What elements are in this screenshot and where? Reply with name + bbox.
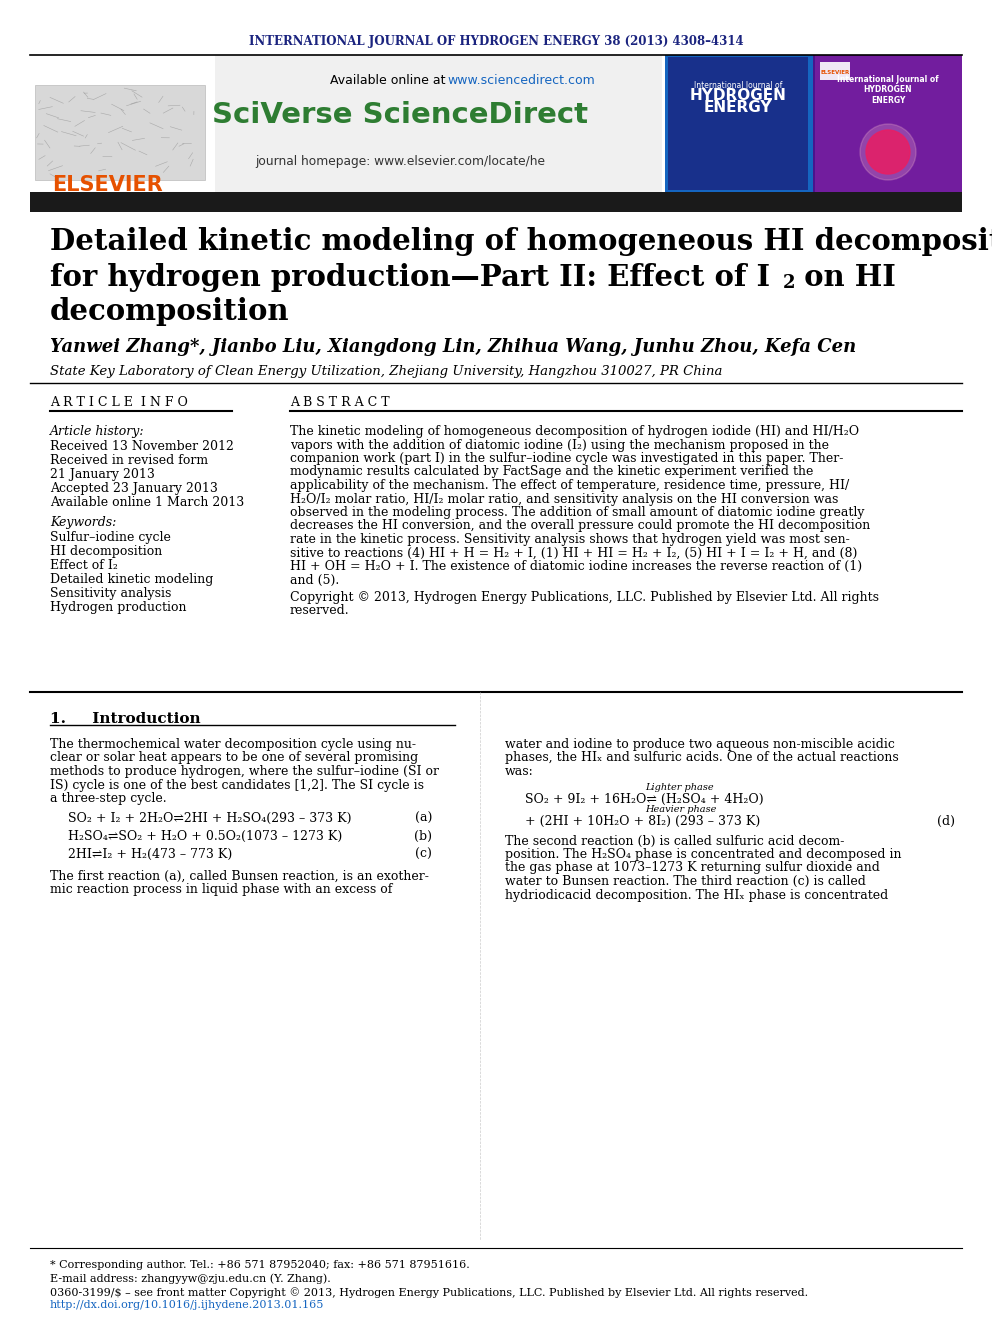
Text: (b): (b): [414, 830, 432, 843]
Text: hydriodicacid decomposition. The HIₓ phase is concentrated: hydriodicacid decomposition. The HIₓ pha…: [505, 889, 888, 901]
Text: 2HI⇌I₂ + H₂(473 – 773 K): 2HI⇌I₂ + H₂(473 – 773 K): [68, 848, 232, 860]
Text: Detailed kinetic modeling: Detailed kinetic modeling: [50, 573, 213, 586]
Text: Sulfur–iodine cycle: Sulfur–iodine cycle: [50, 531, 171, 544]
Text: Received 13 November 2012: Received 13 November 2012: [50, 441, 234, 452]
Text: decreases the HI conversion, and the overall pressure could promote the HI decom: decreases the HI conversion, and the ove…: [290, 520, 870, 532]
Text: The thermochemical water decomposition cycle using nu-: The thermochemical water decomposition c…: [50, 738, 416, 751]
Text: IS) cycle is one of the best candidates [1,2]. The SI cycle is: IS) cycle is one of the best candidates …: [50, 778, 424, 791]
Text: Keywords:: Keywords:: [50, 516, 116, 529]
Text: modynamic results calculated by FactSage and the kinetic experiment verified the: modynamic results calculated by FactSage…: [290, 466, 813, 479]
Text: 1.     Introduction: 1. Introduction: [50, 712, 200, 726]
Text: Accepted 23 January 2013: Accepted 23 January 2013: [50, 482, 218, 495]
Text: H₂O/I₂ molar ratio, HI/I₂ molar ratio, and sensitivity analysis on the HI conver: H₂O/I₂ molar ratio, HI/I₂ molar ratio, a…: [290, 492, 838, 505]
Text: Available online at: Available online at: [330, 74, 449, 86]
Text: ELSEVIER: ELSEVIER: [820, 70, 849, 74]
Text: The first reaction (a), called Bunsen reaction, is an exother-: The first reaction (a), called Bunsen re…: [50, 869, 429, 882]
Text: Copyright © 2013, Hydrogen Energy Publications, LLC. Published by Elsevier Ltd. : Copyright © 2013, Hydrogen Energy Public…: [290, 591, 879, 605]
FancyBboxPatch shape: [30, 56, 662, 192]
Text: a three-step cycle.: a three-step cycle.: [50, 792, 167, 804]
Text: Article history:: Article history:: [50, 425, 145, 438]
Text: ELSEVIER: ELSEVIER: [52, 175, 163, 194]
Text: sitive to reactions (4) HI + H = H₂ + I, (1) HI + HI = H₂ + I₂, (5) HI + I = I₂ : sitive to reactions (4) HI + H = H₂ + I,…: [290, 546, 857, 560]
Text: Effect of I₂: Effect of I₂: [50, 560, 118, 572]
Text: 21 January 2013: 21 January 2013: [50, 468, 155, 482]
FancyBboxPatch shape: [665, 56, 962, 192]
Text: 2: 2: [783, 274, 796, 292]
Text: observed in the modeling process. The addition of small amount of diatomic iodin: observed in the modeling process. The ad…: [290, 505, 864, 519]
Text: water and iodine to produce two aqueous non-miscible acidic: water and iodine to produce two aqueous …: [505, 738, 895, 751]
Text: SciVerse ScienceDirect: SciVerse ScienceDirect: [212, 101, 588, 130]
Text: http://dx.doi.org/10.1016/j.ijhydene.2013.01.165: http://dx.doi.org/10.1016/j.ijhydene.201…: [50, 1301, 324, 1310]
Text: State Key Laboratory of Clean Energy Utilization, Zhejiang University, Hangzhou : State Key Laboratory of Clean Energy Uti…: [50, 365, 722, 377]
Text: Hydrogen production: Hydrogen production: [50, 601, 186, 614]
Text: vapors with the addition of diatomic iodine (I₂) using the mechanism proposed in: vapors with the addition of diatomic iod…: [290, 438, 829, 451]
Text: position. The H₂SO₄ phase is concentrated and decomposed in: position. The H₂SO₄ phase is concentrate…: [505, 848, 902, 861]
FancyBboxPatch shape: [665, 56, 813, 192]
Text: was:: was:: [505, 765, 534, 778]
Circle shape: [866, 130, 910, 175]
Text: E-mail address: zhangyyw@zju.edu.cn (Y. Zhang).: E-mail address: zhangyyw@zju.edu.cn (Y. …: [50, 1273, 330, 1283]
Text: decomposition: decomposition: [50, 298, 290, 327]
FancyBboxPatch shape: [815, 56, 962, 192]
Text: rate in the kinetic process. Sensitivity analysis shows that hydrogen yield was : rate in the kinetic process. Sensitivity…: [290, 533, 850, 546]
Text: 0360-3199/$ – see front matter Copyright © 2013, Hydrogen Energy Publications, L: 0360-3199/$ – see front matter Copyright…: [50, 1287, 808, 1298]
FancyBboxPatch shape: [668, 57, 808, 191]
FancyBboxPatch shape: [815, 56, 962, 192]
Text: Lighter phase: Lighter phase: [645, 782, 713, 791]
Text: and (5).: and (5).: [290, 573, 339, 586]
Text: Yanwei Zhang*, Jianbo Liu, Xiangdong Lin, Zhihua Wang, Junhu Zhou, Kefa Cen: Yanwei Zhang*, Jianbo Liu, Xiangdong Lin…: [50, 337, 856, 356]
Text: clear or solar heat appears to be one of several promising: clear or solar heat appears to be one of…: [50, 751, 419, 765]
Text: HYDROGEN: HYDROGEN: [689, 89, 787, 103]
Text: phases, the HIₓ and sulfuric acids. One of the actual reactions: phases, the HIₓ and sulfuric acids. One …: [505, 751, 899, 765]
Text: on HI: on HI: [794, 263, 896, 292]
Text: International Journal of
HYDROGEN
ENERGY: International Journal of HYDROGEN ENERGY: [837, 75, 938, 105]
Text: reserved.: reserved.: [290, 605, 349, 618]
Text: Sensitivity analysis: Sensitivity analysis: [50, 587, 172, 601]
Text: the gas phase at 1073–1273 K returning sulfur dioxide and: the gas phase at 1073–1273 K returning s…: [505, 861, 880, 875]
Text: methods to produce hydrogen, where the sulfur–iodine (SI or: methods to produce hydrogen, where the s…: [50, 765, 439, 778]
Text: applicability of the mechanism. The effect of temperature, residence time, press: applicability of the mechanism. The effe…: [290, 479, 849, 492]
Text: A R T I C L E  I N F O: A R T I C L E I N F O: [50, 397, 187, 410]
Text: Received in revised form: Received in revised form: [50, 454, 208, 467]
Text: SO₂ + 9I₂ + 16H₂O⇌ (H₂SO₄ + 4H₂O): SO₂ + 9I₂ + 16H₂O⇌ (H₂SO₄ + 4H₂O): [525, 792, 764, 806]
Text: H₂SO₄⇌SO₂ + H₂O + 0.5O₂(1073 – 1273 K): H₂SO₄⇌SO₂ + H₂O + 0.5O₂(1073 – 1273 K): [68, 830, 342, 843]
Text: ENERGY: ENERGY: [703, 101, 772, 115]
Text: (d): (d): [937, 815, 955, 827]
Text: Heavier phase: Heavier phase: [645, 804, 716, 814]
Text: journal homepage: www.elsevier.com/locate/he: journal homepage: www.elsevier.com/locat…: [255, 156, 545, 168]
Text: INTERNATIONAL JOURNAL OF HYDROGEN ENERGY 38 (2013) 4308–4314: INTERNATIONAL JOURNAL OF HYDROGEN ENERGY…: [249, 36, 743, 49]
Text: companion work (part I) in the sulfur–iodine cycle was investigated in this pape: companion work (part I) in the sulfur–io…: [290, 452, 843, 464]
FancyBboxPatch shape: [35, 85, 205, 180]
Text: for hydrogen production—Part II: Effect of I: for hydrogen production—Part II: Effect …: [50, 263, 770, 292]
Text: Available online 1 March 2013: Available online 1 March 2013: [50, 496, 244, 509]
Text: * Corresponding author. Tel.: +86 571 87952040; fax: +86 571 87951616.: * Corresponding author. Tel.: +86 571 87…: [50, 1259, 470, 1270]
Text: The second reaction (b) is called sulfuric acid decom-: The second reaction (b) is called sulfur…: [505, 835, 844, 848]
FancyBboxPatch shape: [30, 192, 962, 212]
Text: www.sciencedirect.com: www.sciencedirect.com: [447, 74, 595, 86]
Text: mic reaction process in liquid phase with an excess of: mic reaction process in liquid phase wit…: [50, 882, 393, 896]
Text: Detailed kinetic modeling of homogeneous HI decomposition: Detailed kinetic modeling of homogeneous…: [50, 228, 992, 257]
Text: SO₂ + I₂ + 2H₂O⇌2HI + H₂SO₄(293 – 373 K): SO₂ + I₂ + 2H₂O⇌2HI + H₂SO₄(293 – 373 K): [68, 811, 351, 824]
Text: The kinetic modeling of homogeneous decomposition of hydrogen iodide (HI) and HI: The kinetic modeling of homogeneous deco…: [290, 425, 859, 438]
Text: HI + OH = H₂O + I. The existence of diatomic iodine increases the reverse reacti: HI + OH = H₂O + I. The existence of diat…: [290, 560, 862, 573]
Text: A B S T R A C T: A B S T R A C T: [290, 397, 390, 410]
Circle shape: [860, 124, 916, 180]
FancyBboxPatch shape: [820, 62, 850, 79]
FancyBboxPatch shape: [30, 56, 215, 192]
Text: water to Bunsen reaction. The third reaction (c) is called: water to Bunsen reaction. The third reac…: [505, 875, 866, 888]
Text: (c): (c): [415, 848, 432, 860]
Text: International Journal of: International Journal of: [693, 81, 782, 90]
Text: (a): (a): [415, 811, 432, 824]
Text: HI decomposition: HI decomposition: [50, 545, 163, 558]
Text: + (2HI + 10H₂O + 8I₂) (293 – 373 K): + (2HI + 10H₂O + 8I₂) (293 – 373 K): [525, 815, 760, 827]
